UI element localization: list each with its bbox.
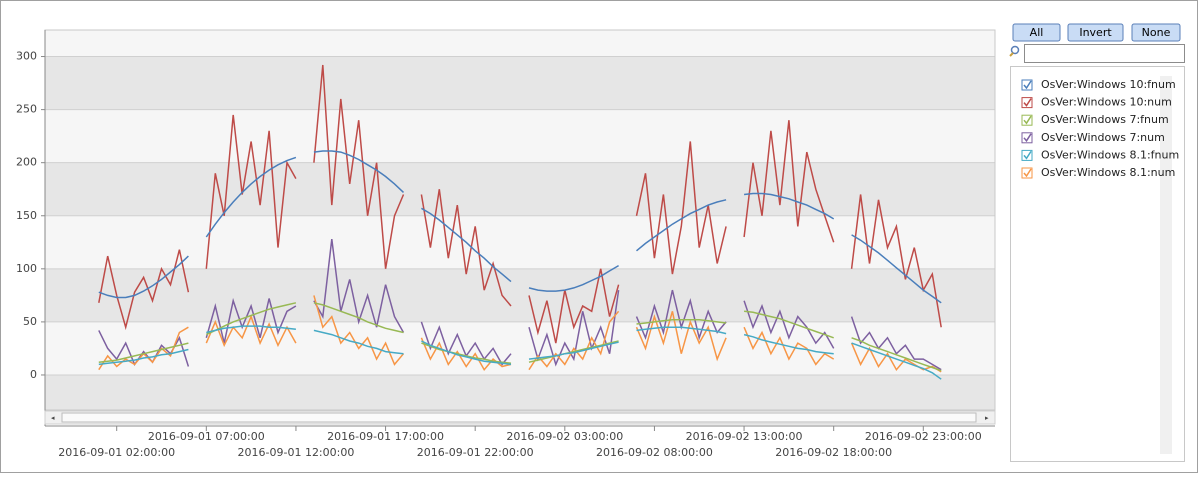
legend-label[interactable]: OsVer:Windows 8.1:num	[1041, 166, 1175, 179]
legend-checkbox[interactable]	[1021, 132, 1033, 144]
legend-label[interactable]: OsVer:Windows 8.1:fnum	[1041, 148, 1179, 161]
y-tick-label: 250	[16, 103, 37, 116]
scroll-thumb[interactable]	[61, 412, 977, 423]
legend-checkbox[interactable]	[1021, 79, 1033, 91]
legend-check[interactable]	[1023, 98, 1032, 107]
legend-label[interactable]: OsVer:Windows 7:num	[1041, 131, 1165, 144]
y-tick-label: 0	[30, 368, 37, 381]
legend-check[interactable]	[1023, 115, 1032, 125]
list-scrollbar[interactable]	[1160, 76, 1172, 454]
y-tick-label: 300	[16, 50, 37, 63]
series-line	[98, 325, 942, 380]
legend-check[interactable]	[1023, 168, 1032, 178]
x-tick-label: 2016-09-01 07:00:00	[148, 430, 265, 443]
search-icon	[1009, 52, 1014, 57]
x-tick-label: 2016-09-02 08:00:00	[596, 446, 713, 459]
legend: OsVer:Windows 10:fnum OsVer:Windows 10:nu…	[1021, 78, 1179, 179]
grid-band	[45, 162, 995, 216]
legend-label[interactable]: OsVer:Windows 7:fnum	[1041, 113, 1169, 126]
button-label[interactable]: Invert	[1079, 26, 1112, 39]
scroll-right[interactable]: ▸	[985, 414, 989, 422]
button[interactable]	[1131, 23, 1181, 42]
y-tick-label: 100	[16, 262, 37, 275]
grid-band	[45, 321, 995, 375]
search-icon	[1010, 45, 1020, 55]
x-tick-label: 2016-09-01 22:00:00	[417, 446, 534, 459]
y-tick-label: 200	[16, 156, 37, 169]
grid-band	[45, 268, 995, 322]
legend-check[interactable]	[1023, 150, 1032, 160]
legend-checkbox[interactable]	[1021, 97, 1033, 109]
button-label[interactable]: None	[1142, 26, 1171, 39]
y-tick-label: 150	[16, 209, 37, 222]
legend-list	[1010, 66, 1185, 462]
buttons: All Invert None	[1012, 23, 1181, 42]
button[interactable]	[1012, 23, 1061, 42]
scroll-left[interactable]: ◂	[51, 414, 55, 422]
series-line	[98, 64, 942, 344]
x-tick-label: 2016-09-02 13:00:00	[686, 430, 803, 443]
grid-band	[45, 215, 995, 269]
legend-checkbox[interactable]	[1021, 114, 1033, 126]
x-tick-label: 2016-09-01 12:00:00	[238, 446, 355, 459]
search-box[interactable]	[1024, 44, 1185, 63]
grid-band	[45, 109, 995, 163]
button[interactable]	[1067, 23, 1124, 42]
button-label[interactable]: All	[1030, 26, 1044, 39]
x-tick-label: 2016-09-01 17:00:00	[327, 430, 444, 443]
x-tick-label: 2016-09-01 02:00:00	[58, 446, 175, 459]
series-line	[98, 150, 942, 304]
grid-band	[45, 374, 995, 410]
grid-band	[45, 30, 995, 57]
x-tick-label: 2016-09-02 18:00:00	[775, 446, 892, 459]
legend-check[interactable]	[1023, 80, 1032, 90]
legend-checkbox[interactable]	[1021, 167, 1033, 179]
y-tick-label: 50	[23, 315, 37, 328]
x-tick-label: 2016-09-02 03:00:00	[506, 430, 623, 443]
legend-label[interactable]: OsVer:Windows 10:num	[1041, 96, 1172, 109]
legend-check[interactable]	[1023, 133, 1032, 143]
legend-label[interactable]: OsVer:Windows 10:fnum	[1041, 78, 1176, 91]
legend-checkbox[interactable]	[1021, 149, 1033, 161]
x-tick-label: 2016-09-02 23:00:00	[865, 430, 982, 443]
series-line	[98, 302, 942, 372]
grid-band	[45, 56, 995, 110]
